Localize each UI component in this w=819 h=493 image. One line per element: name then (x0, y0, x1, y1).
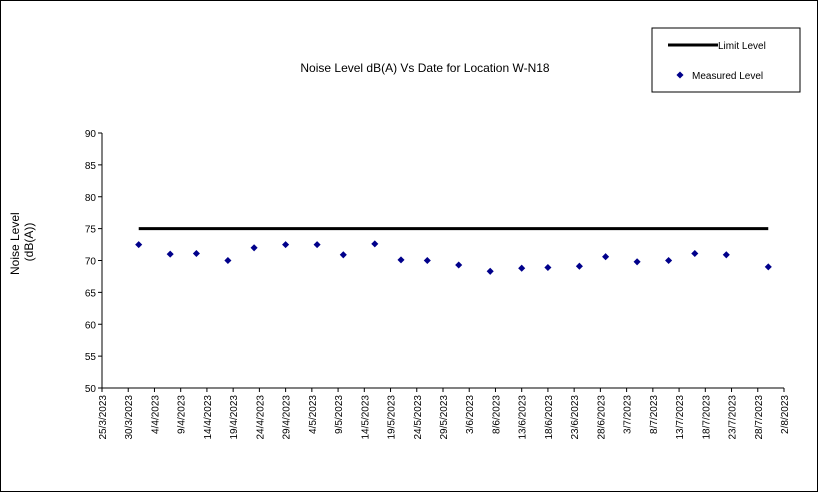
measured-level-point (135, 241, 143, 249)
x-tick-label: 14/5/2023 (360, 395, 371, 440)
measured-level-point (518, 264, 526, 272)
legend: Limit Level Measured Level (651, 27, 801, 93)
x-tick-label: 18/7/2023 (701, 395, 712, 440)
y-tick-label: 85 (85, 161, 97, 172)
y-axis-title: Noise Level (dB(A)) (8, 209, 36, 275)
y-tick-label: 50 (85, 384, 97, 395)
measured-level-point (397, 256, 405, 264)
measured-level-point (371, 240, 379, 248)
plot-area: 50 55 60 65 70 75 80 85 90 25/3/2023 30/3/2023 4/4/… (85, 129, 791, 440)
measured-level-point (544, 263, 552, 272)
y-tick-label: 55 (85, 352, 97, 363)
x-tick-label: 28/7/2023 (754, 395, 765, 440)
measured-level-point (250, 244, 258, 252)
measured-level-point (633, 258, 641, 266)
x-tick-label: 14/4/2023 (203, 395, 214, 440)
y-axis-title-line-2: (dB(A)) (22, 223, 36, 262)
y-tick-label: 80 (85, 193, 97, 204)
x-tick-label: 3/7/2023 (623, 395, 634, 434)
measured-level-point (486, 267, 494, 275)
x-tick-label: 4/4/2023 (150, 395, 161, 434)
x-tick-label: 25/3/2023 (98, 395, 109, 440)
x-tick-label: 8/7/2023 (649, 395, 660, 434)
x-tick-label: 3/6/2023 (465, 395, 476, 434)
measured-level-point (224, 256, 232, 265)
x-tick-label: 13/6/2023 (518, 395, 529, 440)
x-tick-label: 19/4/2023 (229, 395, 240, 440)
measured-level-point (602, 253, 610, 261)
x-tick-label: 9/5/2023 (334, 395, 345, 434)
measured-level-point (455, 261, 463, 269)
x-tick-label: 29/5/2023 (439, 395, 450, 440)
x-tick-label: 23/6/2023 (570, 395, 581, 440)
measured-level-point (313, 241, 321, 249)
measured-level-point (575, 262, 583, 270)
x-tick-label: 9/4/2023 (177, 395, 188, 434)
measured-level-point (282, 241, 290, 249)
measured-level-point (691, 249, 699, 258)
x-tick-label: 8/6/2023 (491, 395, 502, 434)
measured-level-point (166, 250, 174, 258)
y-tick-label: 60 (85, 320, 97, 331)
x-tick-label: 2/8/2023 (780, 395, 791, 434)
x-tick-label: 28/6/2023 (596, 395, 607, 440)
legend-limit-label: Limit Level (718, 41, 766, 52)
x-tick-label: 24/4/2023 (255, 395, 266, 440)
x-tick-label: 24/5/2023 (413, 395, 424, 440)
legend-measured-label: Measured Level (692, 71, 763, 82)
x-tick-label: 13/7/2023 (675, 395, 686, 440)
y-tick-label: 65 (85, 288, 97, 299)
legend-measured-swatch (676, 71, 684, 79)
y-axis-title-line-1: Noise Level (8, 212, 22, 275)
measured-level-point (764, 263, 772, 271)
x-tick-label: 30/3/2023 (124, 395, 135, 440)
chart-title: Noise Level dB(A) Vs Date for Location W… (300, 61, 550, 75)
y-tick-label: 90 (85, 129, 97, 140)
x-tick-label: 19/5/2023 (387, 395, 398, 440)
x-tick-label: 29/4/2023 (282, 395, 293, 440)
measured-level-point (665, 256, 673, 265)
y-tick-label: 75 (85, 225, 97, 236)
measured-level-point (192, 249, 200, 258)
x-tick-label: 23/7/2023 (728, 395, 739, 440)
legend-box (651, 27, 801, 93)
x-tick-label: 18/6/2023 (544, 395, 555, 440)
y-tick-label: 70 (85, 257, 97, 268)
measured-level-point (423, 256, 431, 265)
x-tick-label: 4/5/2023 (308, 395, 319, 434)
